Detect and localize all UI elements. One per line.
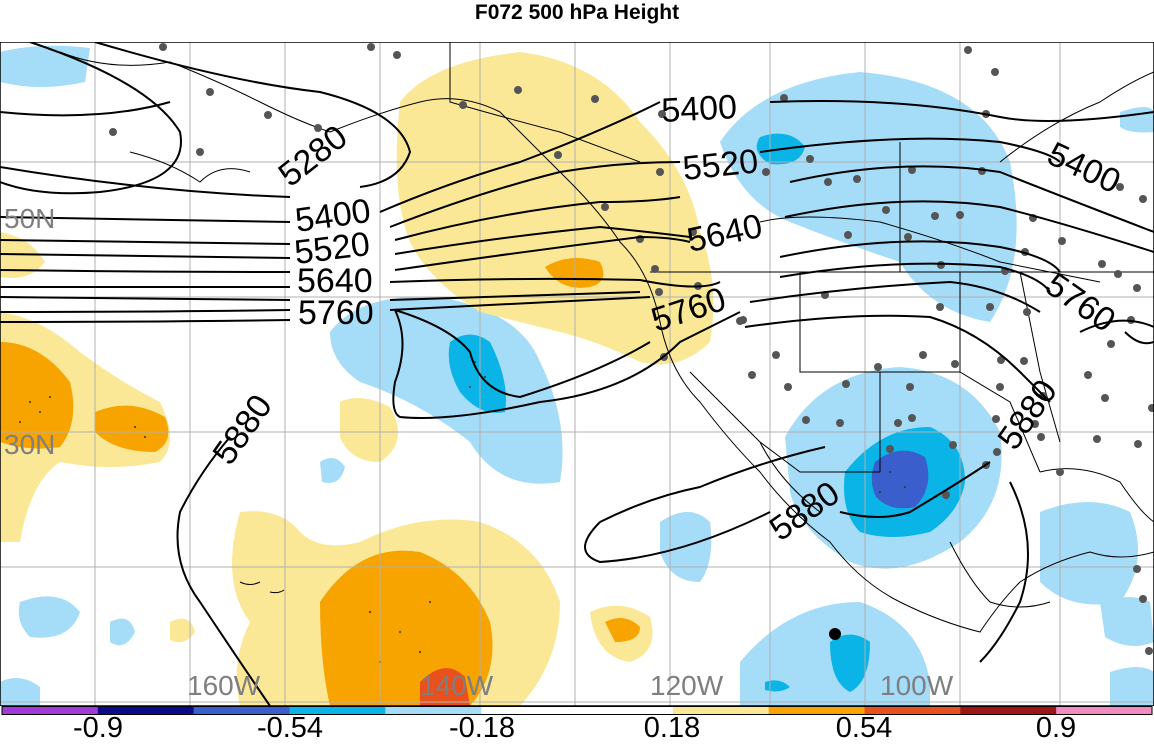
colorbar-cell: [864, 706, 961, 715]
lat-label-30n: 30N: [4, 429, 55, 460]
colorbar-tick-label: 0.54: [835, 712, 893, 744]
height-contours: [0, 42, 1154, 706]
colorbar-cell: [2, 706, 99, 715]
colorbar-cell: [193, 706, 290, 715]
colorbar-cell: [672, 706, 770, 715]
contour-label-group: 5280 5400 5520 5640 5760 5880 5400 5520 …: [205, 88, 1126, 548]
contour-label: 5760: [298, 294, 374, 332]
lon-label-140w: 140W: [420, 670, 494, 701]
contour-label: 5640: [297, 262, 373, 300]
colorbar-cells: [2, 706, 1153, 715]
colorbar-cell: [960, 706, 1057, 715]
colorbar-cell: [768, 706, 865, 715]
colorbar-cell: [1056, 706, 1153, 715]
height-anomaly-map: 5280 5400 5520 5640 5760 5880 5400 5520 …: [0, 42, 1154, 706]
colorbar-frame: [1, 706, 1153, 715]
colorbar-cell: [97, 706, 195, 715]
lon-label-100w: 100W: [880, 670, 954, 701]
lon-label-120w: 120W: [650, 670, 724, 701]
lat-label-50n: 50N: [4, 203, 55, 234]
colorbar-cell: [577, 706, 674, 715]
contour-label: 5400: [660, 88, 738, 130]
colorbar-tick-label: -0.9: [73, 712, 123, 744]
colorbar-cell: [289, 706, 386, 715]
contour-label: 5520: [292, 225, 372, 272]
lon-label-160w: 160W: [187, 670, 261, 701]
contour-label: 5520: [681, 142, 760, 188]
graticule: [0, 42, 1154, 706]
axis-labels: 50N 30N 160W 140W 120W 100W: [4, 203, 954, 701]
chart-title: F072 500 hPa Height: [474, 1, 680, 24]
station-markers: [109, 43, 1154, 655]
colorbar-tick-label: -0.54: [256, 712, 324, 744]
colorbar-tick-label: 0.9: [1035, 712, 1077, 744]
colorbar-tick-label: 0.18: [643, 712, 701, 744]
colorbar-tick-label: -0.18: [448, 712, 516, 744]
colorbar: [1, 706, 1153, 715]
colorbar-cell: [385, 706, 482, 715]
colorbar-cell: [481, 706, 578, 715]
significance-stipple: [19, 361, 906, 663]
